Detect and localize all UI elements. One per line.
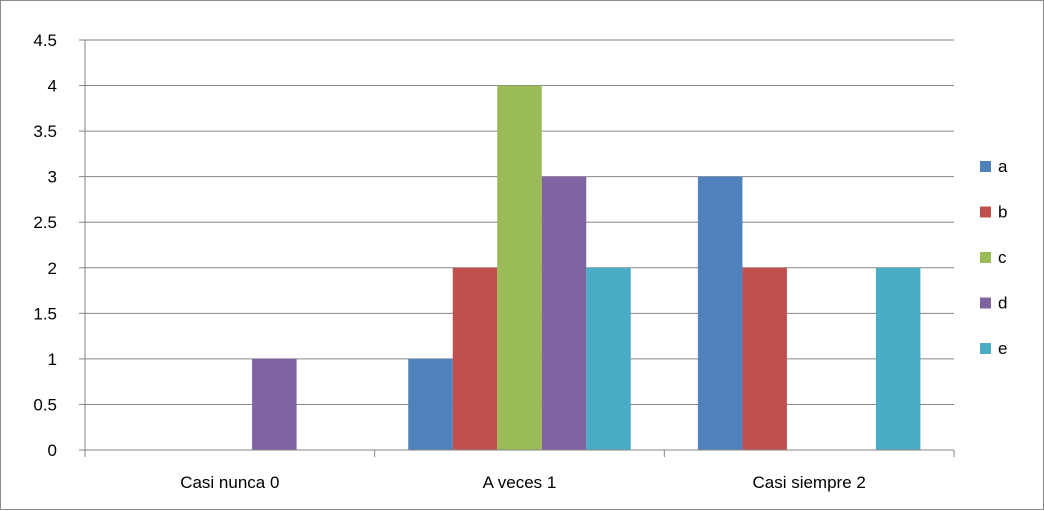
x-tick-label: A veces 1 [483, 473, 557, 492]
legend: a b c d e [980, 157, 1008, 358]
x-tick-label: Casi nunca 0 [180, 473, 279, 492]
y-tick-label: 0 [48, 441, 57, 460]
legend-swatch-c [980, 252, 991, 263]
bar-c-1 [497, 86, 542, 450]
legend-swatch-d [980, 298, 991, 309]
legend-swatch-a [980, 161, 991, 172]
y-tick-label: 2 [48, 259, 57, 278]
bar-b-2 [742, 268, 787, 450]
legend-swatch-e [980, 343, 991, 354]
y-tick-label: 0.5 [33, 395, 57, 414]
legend-label-c: c [998, 248, 1007, 267]
x-tick-labels: Casi nunca 0 A veces 1 Casi siempre 2 [180, 473, 866, 492]
bar-a-1 [408, 359, 453, 450]
y-tick-label: 3 [48, 168, 57, 187]
y-tick-label: 3.5 [33, 122, 57, 141]
y-tick-label: 1 [48, 350, 57, 369]
y-tick-labels: 0 0.5 1 1.5 2 2.5 3 3.5 4 4.5 [33, 31, 57, 460]
y-tick-label: 1.5 [33, 304, 57, 323]
bar-e-2 [876, 268, 921, 450]
bar-d-0 [252, 359, 296, 450]
legend-label-d: d [998, 294, 1007, 313]
x-tick-label: Casi siempre 2 [752, 473, 865, 492]
y-tick-label: 4.5 [33, 31, 57, 50]
y-tick-label: 2.5 [33, 213, 57, 232]
bar-a-2 [698, 177, 743, 450]
legend-label-a: a [998, 157, 1008, 176]
y-tick-label: 4 [48, 77, 57, 96]
bar-d-1 [542, 177, 587, 450]
bar-e-1 [586, 268, 631, 450]
legend-label-e: e [998, 339, 1007, 358]
legend-swatch-b [980, 207, 991, 218]
legend-label-b: b [998, 203, 1007, 222]
bar-b-1 [453, 268, 498, 450]
